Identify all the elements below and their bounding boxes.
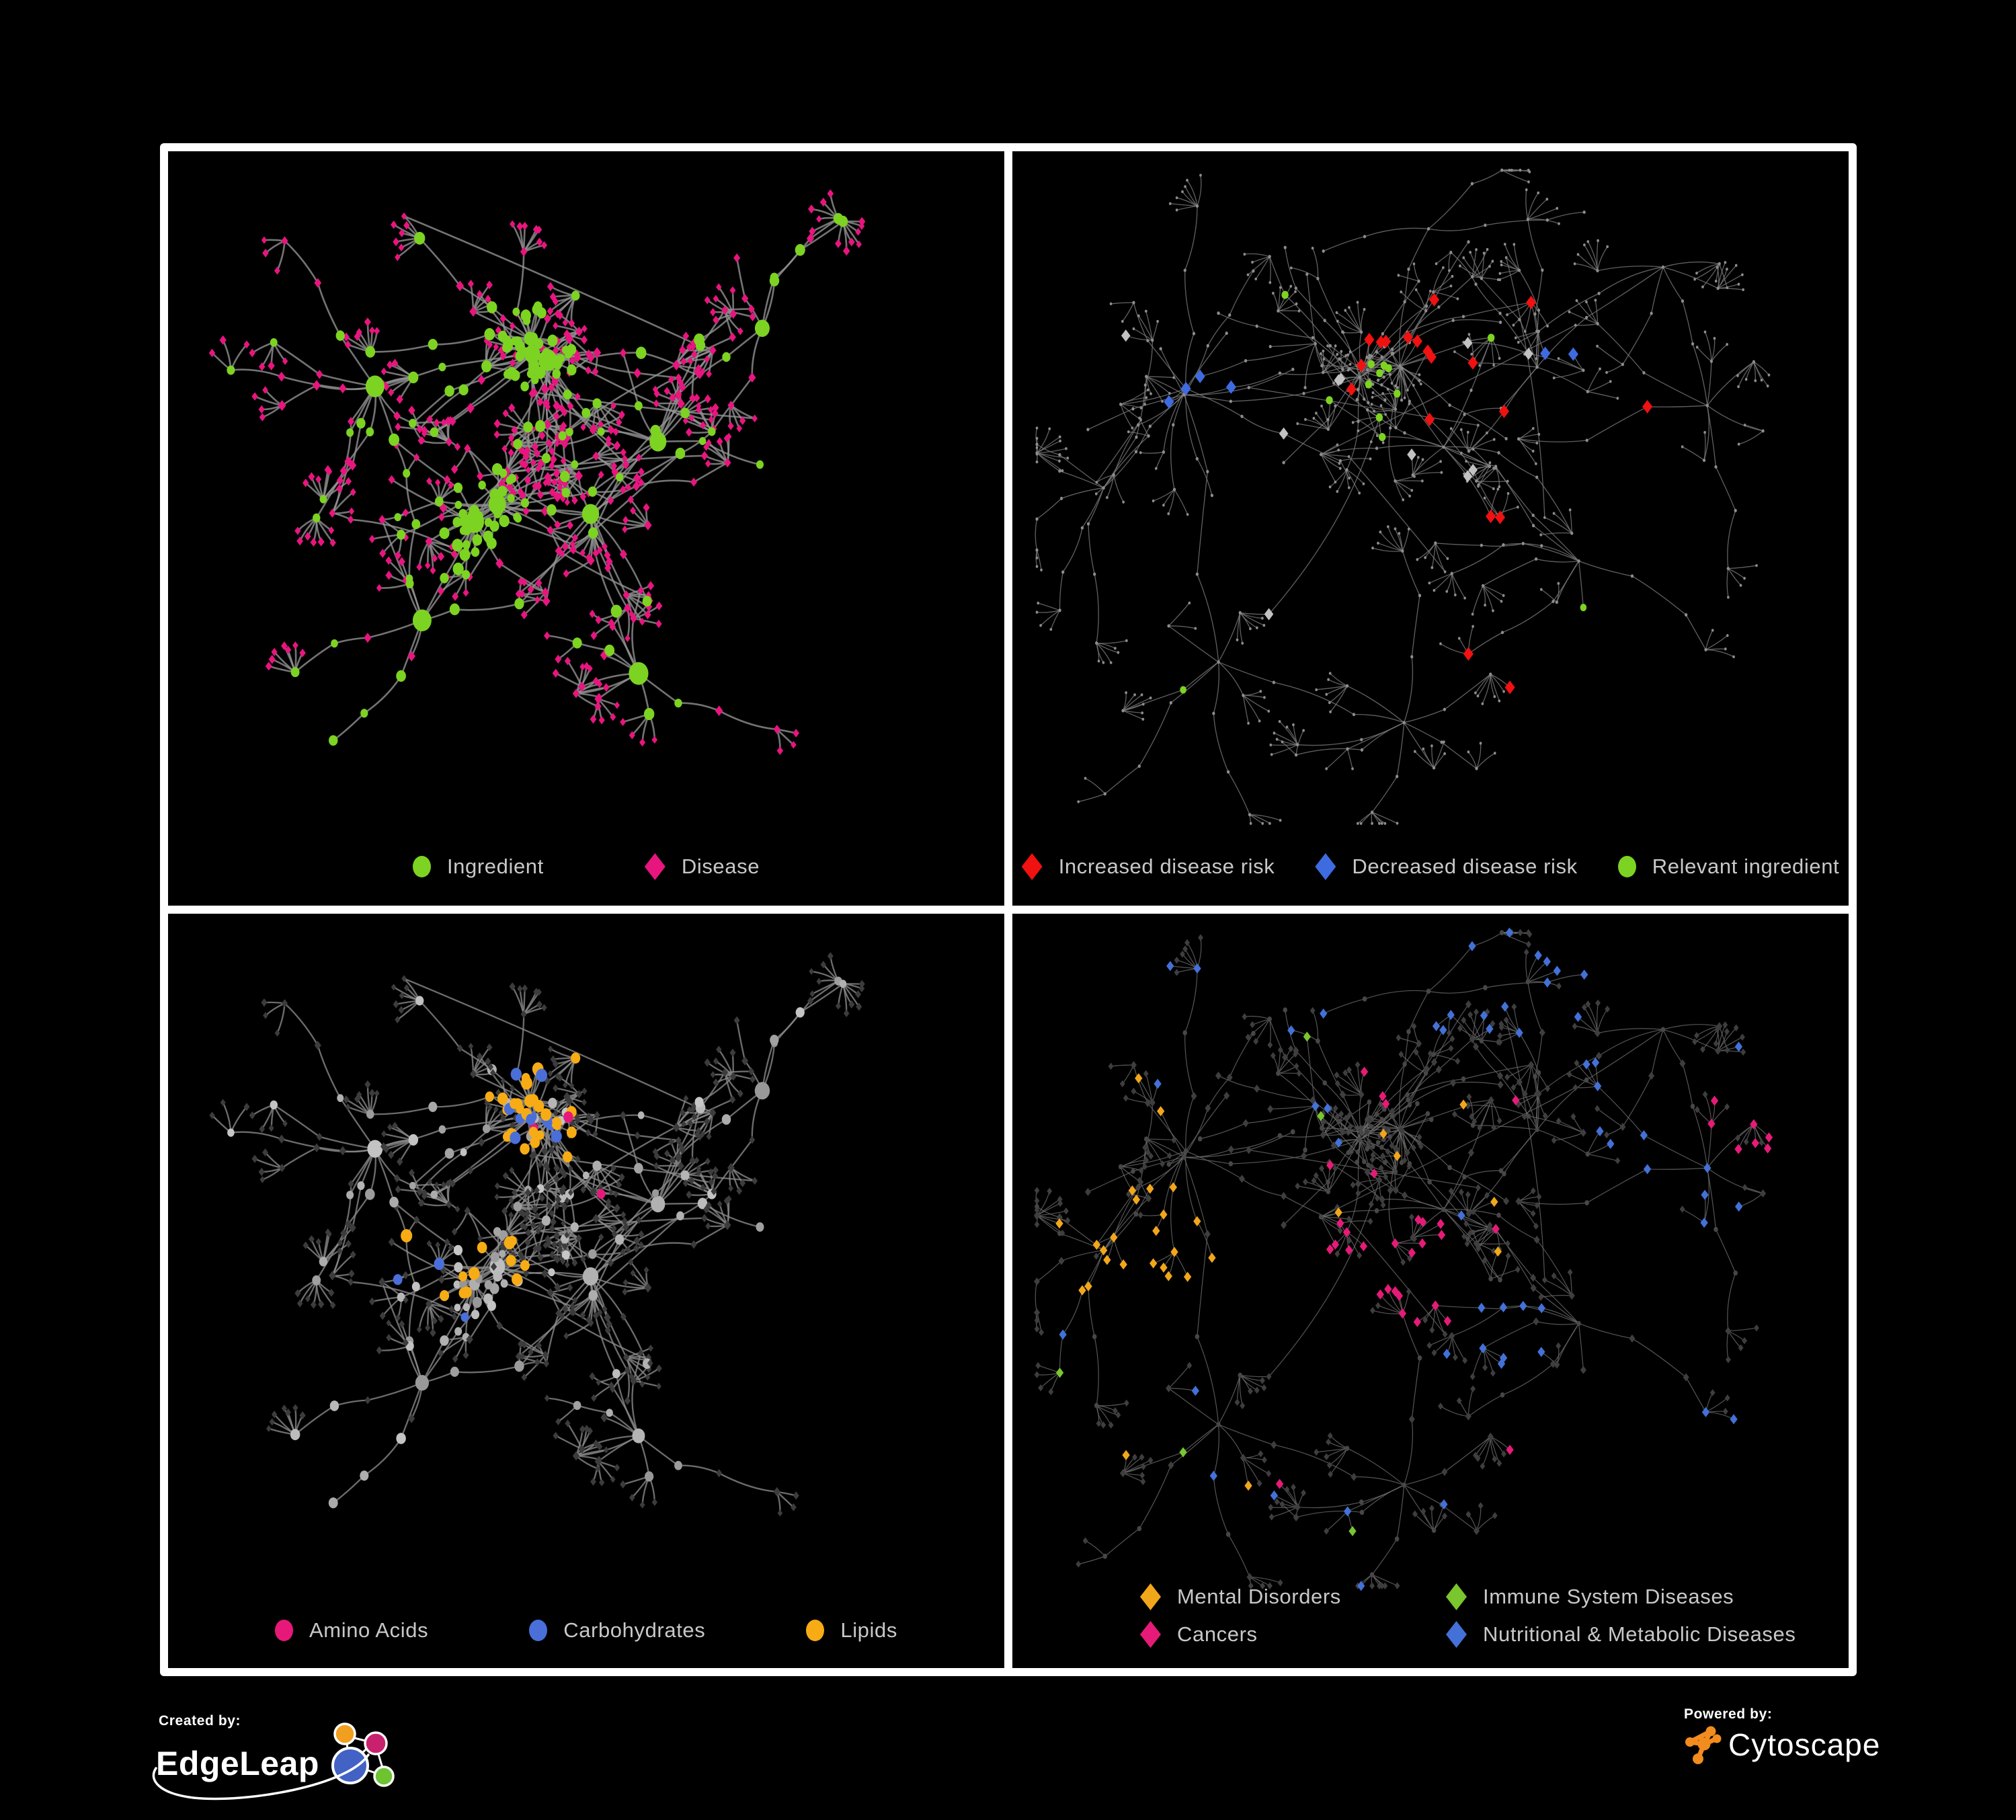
relevant-ingredient-circle-icon xyxy=(1617,856,1636,877)
increased-risk-diamond-icon xyxy=(1021,853,1043,880)
highlight-nodes-layer xyxy=(393,1052,606,1322)
panel-grid-frame: Ingredient Disease Increased disease ris… xyxy=(160,143,1857,1676)
edges-layer xyxy=(1035,931,1770,1587)
network-graph-ingredient-disease xyxy=(208,189,866,755)
immune-diseases-diamond-icon xyxy=(1446,1583,1467,1610)
nutritional-diseases-diamond-icon xyxy=(1446,1621,1467,1648)
disease-diamond-icon xyxy=(644,853,666,880)
legend-item-lipids: Lipids xyxy=(806,1618,897,1643)
cytoscape-wordmark: Cytoscape xyxy=(1728,1727,1881,1762)
edgeleap-logo-icon xyxy=(331,1723,395,1787)
legend-disease-classes: Mental Disorders Immune System Diseases … xyxy=(1140,1583,1796,1648)
nodes-layer xyxy=(209,952,865,1517)
legend-disease-risk: Increased disease risk Decreased disease… xyxy=(1012,853,1849,880)
legend-label: Increased disease risk xyxy=(1058,855,1275,878)
legend-item-decreased-risk: Decreased disease risk xyxy=(1315,853,1577,880)
panel-disease-classes: Mental Disorders Immune System Diseases … xyxy=(1012,914,1849,1668)
panel-disease-risk: Increased disease risk Decreased disease… xyxy=(1012,151,1849,906)
legend-item-nutritional-diseases: Nutritional & Metabolic Diseases xyxy=(1446,1621,1796,1648)
legend-label: Decreased disease risk xyxy=(1352,855,1578,878)
legend-item-amino-acids: Amino Acids xyxy=(275,1618,428,1643)
legend-item-ingredient: Ingredient xyxy=(412,855,544,879)
legend-label: Amino Acids xyxy=(309,1618,429,1642)
decreased-risk-diamond-icon xyxy=(1315,853,1336,880)
nodes-layer xyxy=(1035,168,1771,825)
network-graph-nutrient-classes xyxy=(209,952,865,1517)
amino-acids-circle-icon xyxy=(275,1620,294,1641)
legend-label: Relevant ingredient xyxy=(1652,855,1840,878)
cytoscape-icon xyxy=(1685,1726,1722,1764)
legend-label: Nutritional & Metabolic Diseases xyxy=(1483,1622,1796,1646)
legend-item-relevant-ingredient: Relevant ingredient xyxy=(1617,855,1840,879)
legend-label: Cancers xyxy=(1177,1622,1258,1646)
mental-disorders-diamond-icon xyxy=(1140,1583,1161,1610)
legend-label: Ingredient xyxy=(446,855,544,878)
highlight-nodes-layer xyxy=(1055,927,1773,1591)
edgeleap-branding: Created by: EdgeLeap xyxy=(152,1713,401,1801)
highlight-nodes-layer xyxy=(1121,290,1653,695)
legend-item-disease: Disease xyxy=(644,853,760,880)
legend-label: Lipids xyxy=(840,1618,897,1642)
legend-label: Carbohydrates xyxy=(563,1618,706,1642)
nodes-layer xyxy=(208,189,866,755)
carbohydrates-circle-icon xyxy=(529,1620,548,1641)
legend-item-mental-disorders: Mental Disorders xyxy=(1140,1583,1406,1610)
legend-nutrient-classes: Amino Acids Carbohydrates Lipids xyxy=(168,1618,1004,1643)
cytoscape-branding: Powered by: Cytoscape xyxy=(1684,1706,1880,1764)
network-graph-disease-classes xyxy=(1034,927,1773,1591)
edges-layer xyxy=(211,192,863,752)
edges-layer xyxy=(211,955,863,1514)
legend-item-cancers: Cancers xyxy=(1140,1621,1406,1648)
network-graph-disease-risk xyxy=(1035,168,1771,825)
ingredient-circle-icon xyxy=(412,856,431,877)
legend-ingredient-disease: Ingredient Disease xyxy=(168,853,1004,880)
nodes-layer xyxy=(1034,928,1767,1590)
legend-item-carbohydrates: Carbohydrates xyxy=(529,1618,705,1643)
panel-ingredient-disease: Ingredient Disease xyxy=(168,151,1004,906)
panel-nutrient-classes: Amino Acids Carbohydrates Lipids xyxy=(168,914,1004,1668)
edgeleap-wordmark: EdgeLeap xyxy=(156,1745,319,1782)
legend-item-immune-diseases: Immune System Diseases xyxy=(1446,1583,1796,1610)
legend-item-increased-risk: Increased disease risk xyxy=(1021,853,1275,880)
powered-by-label: Powered by: xyxy=(1684,1706,1773,1722)
edges-layer xyxy=(1035,169,1770,824)
created-by-label: Created by: xyxy=(159,1713,241,1729)
legend-label: Immune System Diseases xyxy=(1483,1585,1734,1608)
legend-label: Mental Disorders xyxy=(1177,1585,1341,1608)
cancers-diamond-icon xyxy=(1140,1621,1161,1648)
lipids-circle-icon xyxy=(806,1620,825,1641)
highlight-nodes-layer xyxy=(227,212,848,746)
legend-label: Disease xyxy=(681,855,760,878)
